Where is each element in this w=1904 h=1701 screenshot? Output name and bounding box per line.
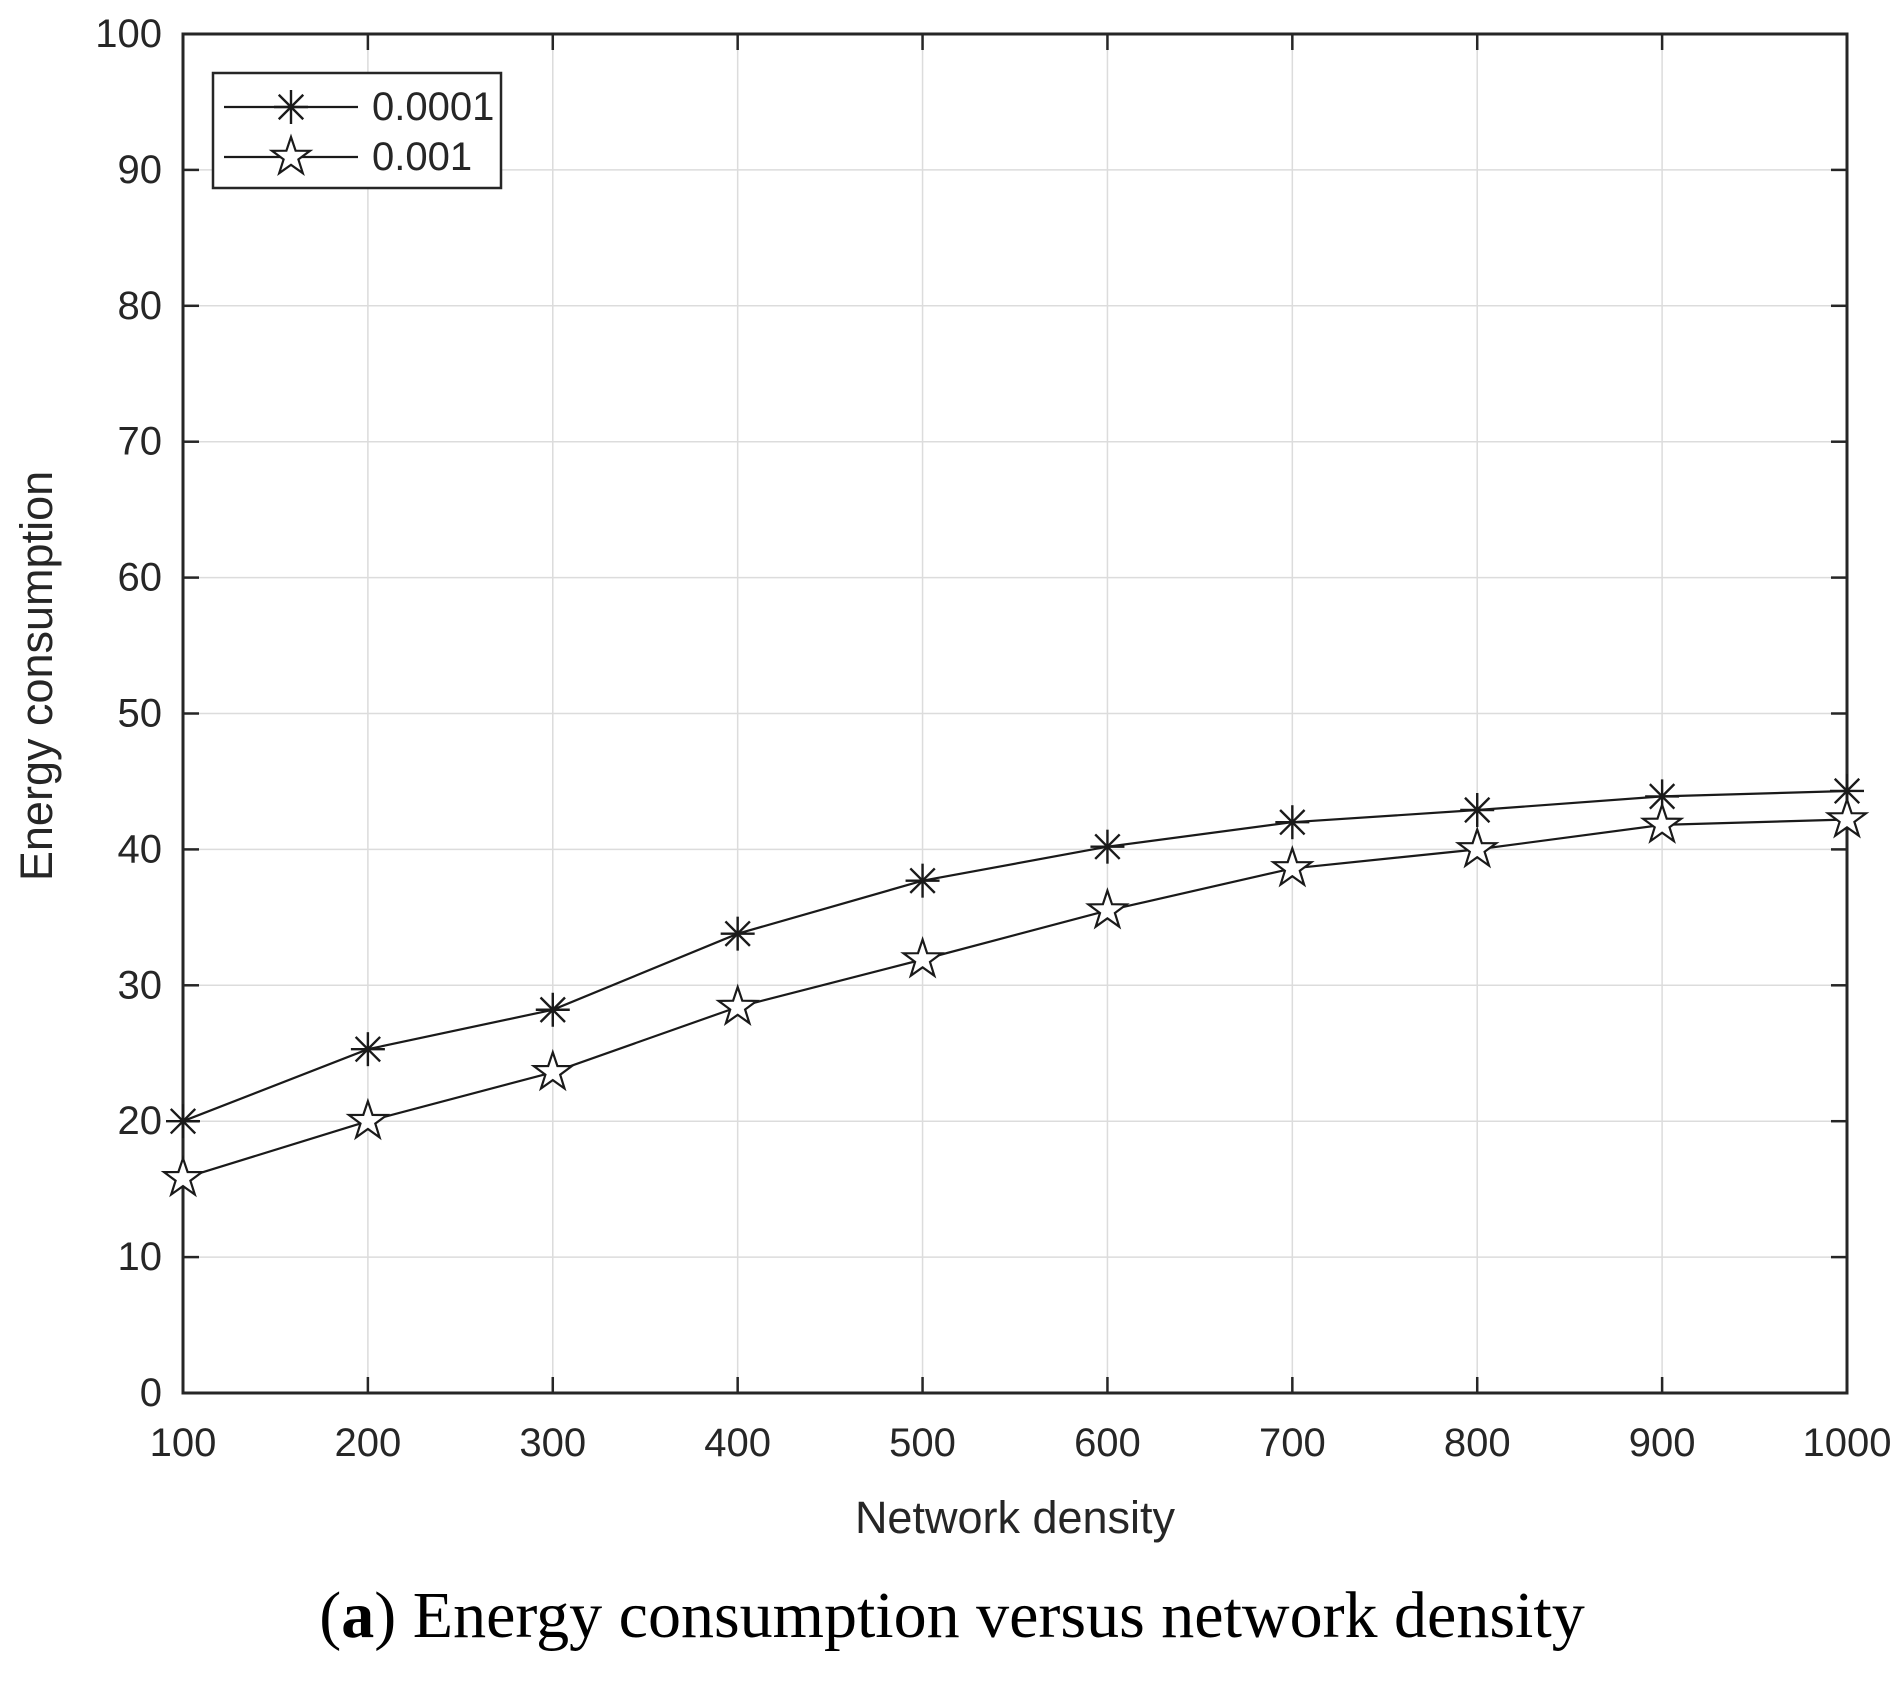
data-point-marker-asterisk: [905, 863, 940, 898]
y-tick-label: 20: [118, 1099, 163, 1143]
y-tick-label: 10: [118, 1235, 163, 1279]
x-axis-label: Network density: [855, 1492, 1176, 1543]
y-tick-label: 40: [118, 827, 163, 871]
grid-layer: [183, 34, 1847, 1393]
data-point-marker-asterisk: [1275, 805, 1310, 840]
x-tick-label: 700: [1259, 1421, 1326, 1465]
data-point-marker-asterisk: [166, 1104, 200, 1139]
y-tick-label: 50: [118, 692, 163, 736]
asterisk-spoke: [1094, 833, 1121, 860]
x-tick-label: 600: [1074, 1421, 1141, 1465]
legend-marker-pentagram: [268, 133, 314, 177]
data-point-marker-pentagram: [160, 1154, 206, 1198]
x-tick-label: 400: [704, 1421, 771, 1465]
series-line-0.0001: [182, 789, 1848, 1123]
x-tick-label: 100: [150, 1421, 217, 1465]
x-tick-label: 800: [1444, 1421, 1511, 1465]
y-tick-label: 80: [118, 284, 163, 328]
caption-text: Energy consumption versus network densit…: [396, 1579, 1585, 1652]
data-point-marker-asterisk: [720, 916, 755, 951]
x-tick-label: 1000: [1803, 1421, 1892, 1465]
asterisk-spoke: [277, 93, 305, 121]
y-tick-label: 0: [140, 1371, 162, 1415]
data-point-marker-pentagram: [900, 936, 945, 979]
caption-open-paren: (: [319, 1579, 342, 1652]
data-point-marker-pentagram: [715, 983, 760, 1027]
y-tick-label: 70: [118, 420, 163, 464]
asterisk-spoke: [1279, 809, 1306, 836]
data-point-marker-asterisk: [1645, 779, 1680, 814]
series-layer: [160, 773, 1870, 1198]
y-tick-label: 100: [95, 12, 162, 56]
figure-caption: (a) Energy consumption versus network de…: [0, 1576, 1904, 1655]
tick-labels-layer: 100 200 300 400 500 600 700 800 900 1000 0 10 20 30 40…: [95, 12, 1891, 1465]
y-tick-label: 30: [118, 963, 163, 1007]
y-tick-label: 90: [118, 148, 163, 192]
data-point-marker-asterisk: [1460, 792, 1495, 827]
x-tick-label: 900: [1629, 1421, 1696, 1465]
axes-box: [181, 32, 1849, 1395]
data-point-marker-asterisk: [1090, 829, 1125, 864]
data-point-marker-pentagram: [530, 1048, 576, 1092]
caption-close-paren: ): [374, 1579, 397, 1652]
axes-box-layer: [181, 32, 1849, 1395]
data-point-marker-pentagram: [1824, 796, 1870, 839]
legend-box: [211, 71, 503, 190]
data-point-marker-pentagram: [1085, 887, 1130, 930]
series-line-0.001: [182, 818, 1848, 1180]
y-axis-label: Energy consumption: [11, 471, 62, 881]
asterisk-spoke: [1464, 796, 1491, 824]
x-tick-label: 500: [889, 1421, 956, 1465]
legend-marker-asterisk: [274, 90, 308, 124]
data-point-marker-asterisk: [350, 1032, 385, 1067]
legend-label: 0.001: [372, 135, 472, 179]
caption-index-label: a: [341, 1579, 375, 1652]
data-point-marker-pentagram: [1639, 801, 1685, 844]
asterisk-spoke: [1833, 777, 1861, 805]
x-tick-label: 300: [519, 1421, 586, 1465]
asterisk-spoke: [1649, 783, 1676, 810]
asterisk-spoke: [539, 996, 566, 1023]
asterisk-spoke: [724, 920, 751, 947]
data-point-marker-pentagram: [1454, 825, 1500, 869]
data-point-marker-pentagram: [345, 1097, 391, 1141]
data-point-marker-pentagram: [1270, 844, 1315, 888]
asterisk-spoke: [169, 1108, 197, 1135]
legend-label: 0.0001: [372, 85, 494, 129]
y-tick-label: 60: [118, 556, 163, 600]
legend: 0.0001 0.001: [211, 71, 503, 190]
data-point-marker-asterisk: [535, 992, 570, 1027]
asterisk-spoke: [354, 1036, 381, 1063]
asterisk-spoke: [909, 867, 936, 894]
x-tick-label: 200: [335, 1421, 402, 1465]
